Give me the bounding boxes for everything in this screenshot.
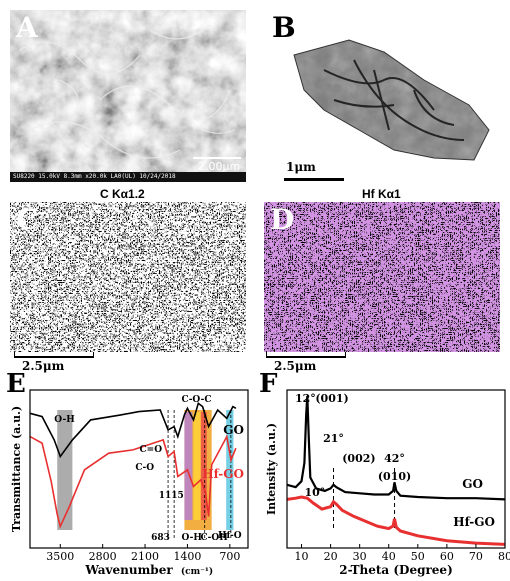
scale-bar-label: 2.00μm <box>198 160 241 173</box>
annot-683: 683 <box>151 533 170 543</box>
scale-bar-label: 1μm <box>286 160 316 174</box>
band-hf-o <box>226 410 234 530</box>
x-tick-label: 1400 <box>173 550 201 563</box>
band-oh <box>57 410 73 530</box>
x-tick-label: 80 <box>498 550 510 563</box>
x-tick-label: 2800 <box>89 550 117 563</box>
annot-001: (001) <box>315 392 348 405</box>
info-bar-text: SU8220 15.0kV 8.3mm x20.0k LA0(UL) 10/24… <box>13 173 176 180</box>
x-tick-label: 40 <box>382 550 396 563</box>
tem-flake <box>293 39 490 161</box>
annot-c-eq-o: C=O <box>140 445 163 455</box>
annot-hf-o: Hf-O <box>218 531 242 541</box>
plot-frame <box>286 389 506 549</box>
x-tick-label: 60 <box>440 550 454 563</box>
x-tick-label: 50 <box>411 550 425 563</box>
series-hf-go-line <box>286 495 506 546</box>
x-tick-label: 30 <box>353 550 367 563</box>
panel-d-eds-map: D <box>264 202 500 352</box>
annot-10-deg: 10° <box>304 486 325 499</box>
annot-c-o-c: C-O-C <box>182 395 212 405</box>
plot-frame <box>29 389 249 549</box>
scale-bar-c-tick-left <box>14 352 15 358</box>
annot-o-h-2: O-H <box>181 533 202 543</box>
panel-label-a: A <box>16 11 38 44</box>
annot-010: (010) <box>378 470 411 483</box>
sem-texture <box>10 10 246 182</box>
series-hf-go-line <box>29 434 237 529</box>
panel-label-d: D <box>270 203 295 236</box>
panel-label-e: E <box>6 372 26 399</box>
scale-bar-d-label: 2.5μm <box>274 359 317 373</box>
x-tick-label: 700 <box>219 550 240 563</box>
legend-go: GO <box>223 423 244 437</box>
legend-go: GO <box>462 477 483 491</box>
eds-dot-map-carbon <box>10 202 246 352</box>
panel-label-b: B <box>272 11 296 44</box>
annot-c-o: C-O <box>135 463 154 473</box>
scale-bar-d-tick-left <box>266 352 267 358</box>
band-purple <box>184 412 193 520</box>
legend-hf-go: Hf-GO <box>202 467 244 481</box>
annot-1115: 1115 <box>159 491 184 501</box>
map-title-d: Hf Kα1 <box>362 187 401 201</box>
annot-o-h: O-H <box>54 415 75 425</box>
scale-bar-d <box>266 356 346 358</box>
y-axis-label: Intensity (a.u.) <box>265 423 278 515</box>
x-axis-label: Wavenumber <box>84 563 173 577</box>
scale-bar <box>284 178 344 181</box>
annot-002: (002) <box>342 452 375 465</box>
info-bar <box>10 172 246 182</box>
x-axis-unit: (cm⁻¹) <box>181 566 213 577</box>
scale-bar-d-tick-right <box>345 352 346 358</box>
annot-21-deg: 21° <box>323 432 344 445</box>
scale-bar-c-tick-right <box>93 352 94 358</box>
scale-bar-c-label: 2.5μm <box>22 359 65 373</box>
x-tick-label: 10 <box>295 550 309 563</box>
panel-label-f: F <box>259 372 278 399</box>
y-axis-label: Transmittance (a.u.) <box>10 406 23 532</box>
scale-bar <box>193 157 241 159</box>
x-tick-label: 3500 <box>46 550 74 563</box>
legend-hf-go: Hf-GO <box>453 515 495 529</box>
scale-bar-c <box>14 356 94 358</box>
panel-label-c: C <box>16 203 39 236</box>
x-axis-label: 2-Theta (Degree) <box>339 563 453 577</box>
x-tick-label: 2100 <box>131 550 159 563</box>
series-go-line <box>286 396 506 501</box>
panel-a-sem-image: SU8220 15.0kV 8.3mm x20.0k LA0(UL) 10/24… <box>10 10 246 182</box>
chart-e-ftir: 3500 2800 2100 1400 700 Wavenumber (cm⁻¹) Trans… <box>6 372 249 577</box>
annot-42-deg: 42° <box>384 452 405 465</box>
annot-12-deg: 12° <box>295 392 316 405</box>
band-red <box>200 412 207 520</box>
annot-c-oh: C-OH <box>200 533 228 543</box>
x-tick-label: 20 <box>324 550 338 563</box>
panel-c-eds-map: C <box>10 202 246 352</box>
map-title-c: C Kα1.2 <box>100 187 145 201</box>
band-yellow <box>193 412 202 520</box>
x-tick-label: 70 <box>469 550 483 563</box>
chart-f-xrd: 10 20 30 40 50 60 70 80 2-Theta (Degree) Intensit… <box>259 372 510 577</box>
panel-b-tem-image: 1μm B <box>264 10 500 182</box>
series-go-line <box>29 401 237 459</box>
eds-dot-map-hafnium <box>264 202 500 352</box>
